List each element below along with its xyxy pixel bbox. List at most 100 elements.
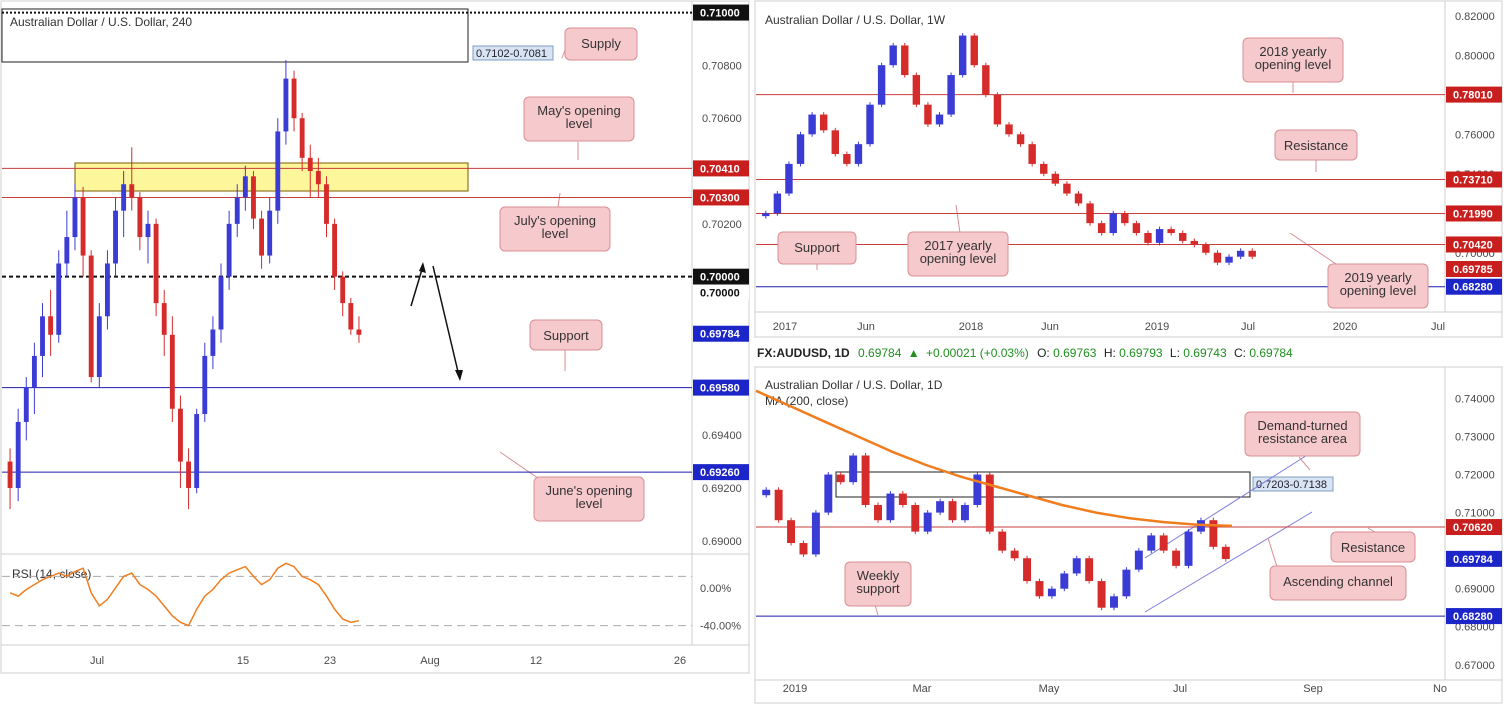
candle-body [836, 474, 845, 483]
callout-line: Support [543, 328, 589, 343]
level-label: 0.71990 [1453, 208, 1493, 220]
candle-body [186, 461, 191, 488]
candle-body [924, 104, 932, 125]
candle-body [819, 114, 828, 131]
x-tick-label: Jul [1241, 321, 1255, 333]
rsi-line [9, 562, 360, 627]
candle-body [251, 176, 256, 219]
candle-body [1248, 250, 1256, 257]
callout-ascending-channel [1269, 565, 1407, 601]
candle-body [234, 197, 240, 224]
candle-body [1074, 193, 1083, 204]
channel-lower [1144, 511, 1313, 613]
candle-body [1122, 569, 1131, 597]
level-label: 0.68280 [1453, 282, 1493, 294]
x-tick-label: 2017 [773, 321, 797, 333]
candle-body [332, 223, 338, 277]
candle-body [1184, 531, 1193, 566]
candle-body [1209, 520, 1218, 547]
candle-body [307, 157, 313, 172]
x-tick-label: 2019 [783, 683, 807, 695]
callout-text-demand-turned: Demand-turned resistance area [1257, 418, 1347, 446]
y-tick-label: 0.68000 [1455, 622, 1495, 634]
candle-body [948, 501, 957, 521]
candle-body [129, 184, 135, 198]
callout-text-ascending-channel: Ascending channel [1283, 574, 1393, 589]
candle-body [226, 223, 232, 277]
callout-supply [564, 27, 638, 61]
y-tick-label: 0.67000 [1455, 660, 1495, 672]
callout-text-yearly-2018: 2018 yearly opening level [1255, 44, 1332, 72]
callout-text-weekly-support: Weekly support [856, 568, 900, 596]
yellow-zone [74, 162, 469, 192]
price-tag [1446, 261, 1502, 278]
level-tag [1446, 519, 1502, 536]
ohlc-legend: FX:AUDUSD, 1D 0.69784 ▲ +0.00021 (+0.03%… [757, 346, 1293, 360]
callout-yearly-2018 [1242, 37, 1344, 83]
candle-body [1016, 134, 1025, 145]
candle-body [811, 512, 820, 555]
legend-up-arrow-icon: ▲ [908, 346, 920, 360]
level-tag [1446, 86, 1502, 103]
candle-body [808, 114, 816, 135]
candle-body [283, 78, 289, 132]
candle-body [72, 197, 78, 238]
level-label-secondary: 0.70000 [700, 288, 740, 300]
callout-text-supply: Supply [581, 36, 621, 51]
level-label: 0.71000 [700, 8, 740, 20]
y-tick-label: 0.82000 [1455, 11, 1495, 23]
x-tick-label: 23 [324, 655, 336, 667]
legend-open-label: O: [1037, 346, 1050, 360]
candle-body [1147, 535, 1156, 551]
supply-zone [1, 8, 469, 63]
candle-body [1072, 558, 1081, 574]
callout-resistance-d [1330, 531, 1416, 563]
level-tag [693, 160, 749, 177]
legend-low-label: L: [1170, 346, 1180, 360]
candle-body [889, 45, 897, 66]
candle-body [1236, 250, 1245, 257]
level-label: 0.70410 [700, 163, 740, 175]
x-tick-label: 2018 [959, 321, 983, 333]
y-tick-label: 0.69000 [1455, 584, 1495, 596]
price-tag [1446, 550, 1502, 567]
candle-body [1051, 173, 1060, 184]
candle-body [1023, 558, 1032, 582]
candle-body [982, 65, 990, 95]
callout-line: July's opening [514, 213, 596, 228]
level-label: 0.78010 [1453, 90, 1493, 102]
candle-body [40, 316, 45, 356]
x-tick-label: 2020 [1333, 321, 1357, 333]
candle-body [1134, 550, 1143, 570]
level-label: 0.70620 [1453, 522, 1493, 534]
demand-zone-range: 0.7203-0.7138 [1256, 479, 1327, 491]
candle-body [973, 474, 982, 505]
arrow-down-head-icon [455, 370, 463, 381]
y-tick-label: 0.74000 [1455, 393, 1495, 405]
candle-body [936, 501, 945, 513]
candle-body [886, 493, 895, 521]
price-label: 0.69785 [1453, 264, 1493, 276]
candle-body [1167, 229, 1175, 234]
callout-line: resistance area [1258, 431, 1348, 446]
candle-body [96, 316, 102, 378]
projection-arrow-up [410, 265, 424, 307]
candle-body [113, 210, 118, 264]
candle-body [137, 197, 143, 238]
candle-body [923, 512, 932, 532]
y-tick-label: 0.70200 [702, 219, 742, 231]
candle-body [267, 210, 273, 256]
candle-body [1047, 588, 1056, 597]
candle-body [1144, 233, 1152, 243]
candle-body [356, 329, 362, 335]
callout-line: level [566, 116, 593, 131]
callout-text-resistance-w: Resistance [1284, 138, 1348, 153]
candle-body [901, 45, 909, 76]
legend-open: 0.69763 [1053, 346, 1097, 360]
candle-body [1085, 558, 1094, 582]
candle-body [1109, 213, 1117, 234]
y-tick-label: 0.80000 [1455, 50, 1495, 62]
callout-line: Supply [581, 36, 621, 51]
chart-title-1w: Australian Dollar / U.S. Dollar, 1W [765, 13, 946, 27]
candle-body [1110, 596, 1118, 608]
